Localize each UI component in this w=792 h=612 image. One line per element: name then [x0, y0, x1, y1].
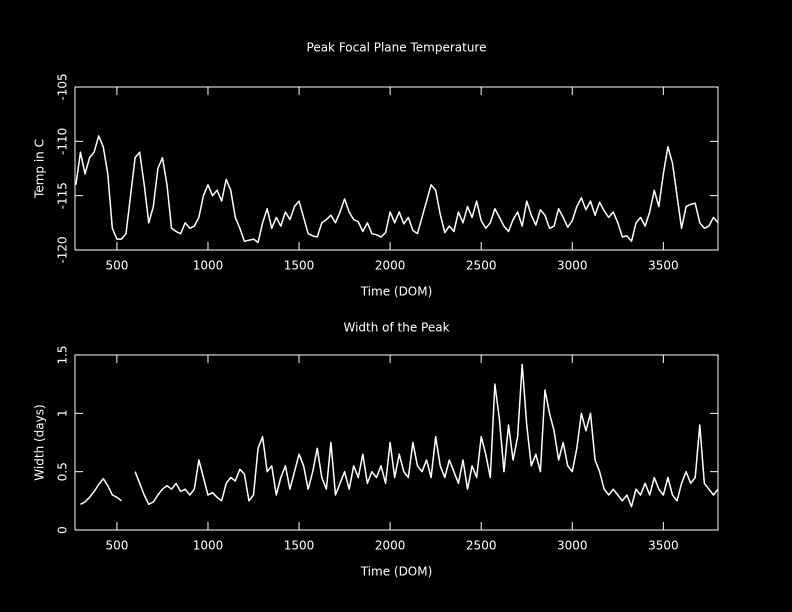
x-tick-label: 500	[105, 539, 128, 553]
y-tick-label: 1	[56, 410, 70, 418]
y-tick-label: -110	[56, 128, 70, 155]
y-tick-label: -120	[56, 236, 70, 263]
y-tick-label: 0	[56, 526, 70, 534]
x-tick-label: 1500	[284, 539, 315, 553]
y-axis-label: Width (days)	[33, 404, 47, 480]
x-tick-label: 2000	[375, 259, 406, 273]
x-tick-label: 500	[105, 259, 128, 273]
x-tick-label: 1000	[193, 259, 224, 273]
y-tick-label: 1.5	[56, 345, 70, 364]
data-line	[80, 363, 719, 508]
chart-title: Width of the Peak	[343, 321, 449, 335]
x-tick-label: 1500	[284, 259, 315, 273]
x-tick-label: 2500	[466, 539, 497, 553]
chart-title: Peak Focal Plane Temperature	[307, 41, 487, 55]
x-tick-label: 2500	[466, 259, 497, 273]
plot-frame	[74, 354, 719, 531]
x-tick-label: 1000	[193, 539, 224, 553]
x-tick-label: 2000	[375, 539, 406, 553]
y-tick-label: -105	[56, 73, 70, 100]
x-tick-label: 3000	[557, 259, 588, 273]
x-tick-label: 3500	[648, 539, 679, 553]
plot-frame	[74, 86, 719, 251]
y-axis-label: Temp in C	[33, 139, 47, 199]
y-tick-label: -115	[56, 182, 70, 209]
y-tick-label: 0.5	[56, 462, 70, 481]
x-tick-label: 3500	[648, 259, 679, 273]
x-axis-label: Time (DOM)	[360, 565, 433, 579]
x-axis-label: Time (DOM)	[360, 285, 433, 299]
data-line	[75, 135, 719, 244]
x-tick-label: 3000	[557, 539, 588, 553]
